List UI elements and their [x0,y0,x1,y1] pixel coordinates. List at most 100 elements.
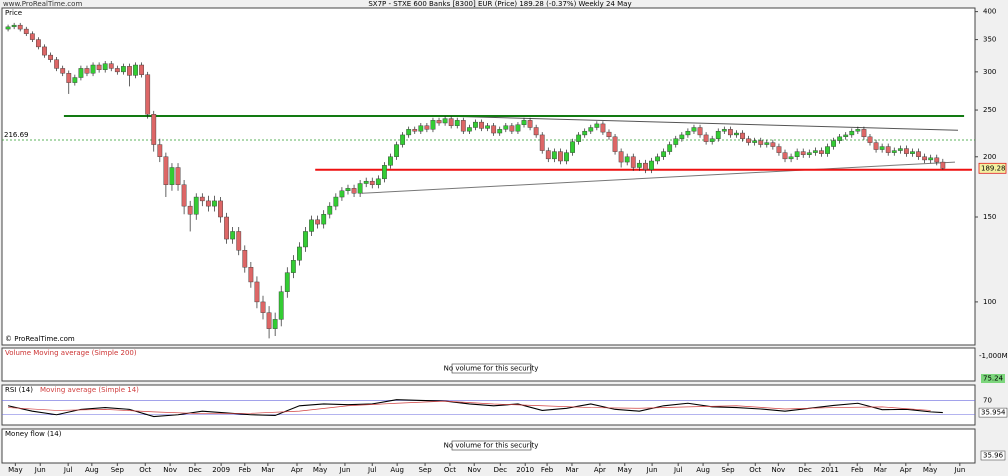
candle-body [290,260,296,273]
candle-body [879,146,885,150]
candle-body [734,132,739,136]
candle-body [108,63,114,69]
candle-body [588,127,594,132]
candle-body [78,68,84,78]
candle-body [691,127,697,132]
candle-body [181,184,187,207]
candle-body [636,162,642,168]
last-price-box [978,162,1007,174]
candle-body [163,156,169,185]
candle-body [721,129,727,132]
candle-body [746,138,751,143]
candle-body [424,125,430,130]
candle-body [193,196,199,215]
candle-body [266,312,272,329]
series-line [8,400,931,415]
candle-body [794,151,800,157]
chart-title: SX7P - STXE 600 Banks [8300] EUR (Price)… [368,0,631,8]
candle-body [873,142,879,150]
trendline [361,161,955,194]
candle-body [564,152,569,162]
candle-body [806,152,812,155]
candle-body [521,120,527,125]
candle-body [102,63,108,70]
candle-body [224,216,229,240]
candle-body [236,231,242,251]
candle-body [649,160,654,170]
candle-body [485,125,490,129]
candle-body [667,144,673,152]
candle-body [940,161,946,169]
candle-body [333,196,339,207]
candle-body [412,129,418,132]
candle-body [42,46,47,56]
series-line [7,399,943,418]
candle-body [558,151,563,162]
candle-body [54,59,60,69]
x-tick-label: Apr [291,466,303,474]
candle-body [709,138,715,142]
candle-body [321,214,327,225]
candle-body [23,28,29,34]
candle-body [66,73,72,83]
candle-body [655,156,660,162]
candle-body [679,134,685,139]
candle-body [849,130,855,136]
x-tick-label: Oct [444,466,456,474]
candle-body [904,148,909,154]
candle-body [831,140,836,147]
x-tick-label: Jun [34,466,46,474]
x-tick-label: May [8,466,22,474]
candle-body [788,156,794,160]
candle-body [90,64,96,74]
candle-body [837,136,843,141]
x-tick-label: Feb [851,466,864,474]
y-tick-label: 200 [983,153,996,161]
candle-body [479,121,484,129]
candle-body [400,134,406,145]
candle-body [509,125,515,132]
candle-body [825,146,830,154]
volume-title: Volume Moving average (Simple 200) [5,349,137,357]
money-flow-value-label: 35.96 [983,452,1004,460]
x-tick-label: Aug [390,466,404,474]
candle-body [205,200,211,207]
candle-body [576,134,582,142]
candle-body [114,68,120,73]
candle-body [643,162,648,170]
x-tick-label: Aug [696,466,710,474]
rsi-ma-title: Moving average (Simple 14) [40,386,139,394]
candle-body [260,301,266,313]
candle-body [382,165,387,180]
x-tick-label: Jun [646,466,658,474]
candle-body [369,180,375,185]
x-tick-label: Oct [749,466,761,474]
x-tick-label: Mar [565,466,578,474]
candle-body [812,150,818,153]
candle-body [855,129,861,132]
last-value-label: 35.954 [981,409,1006,417]
candle-body [169,167,175,185]
candle-body [491,125,497,134]
candle-body [752,140,758,143]
value-box [981,374,1005,383]
y-tick-label: 70 [983,396,992,404]
x-tick-label: Nov [467,466,481,474]
candle-body [618,151,624,163]
candle-body [551,151,557,160]
candle-body [388,156,393,166]
candle-body [175,167,181,185]
candle-body [697,127,703,136]
x-tick-label: Mar [261,466,274,474]
x-tick-label: Sep [418,466,432,474]
x-tick-label: 2009 [212,466,230,474]
candle-body [582,130,588,136]
x-tick-label: 2011 [821,466,839,474]
candle-body [897,148,903,151]
candle-body [758,140,764,145]
x-tick-label: Oct [139,466,151,474]
candle-body [254,281,260,303]
candle-body [145,74,151,115]
x-tick-label: Dec [188,466,202,474]
